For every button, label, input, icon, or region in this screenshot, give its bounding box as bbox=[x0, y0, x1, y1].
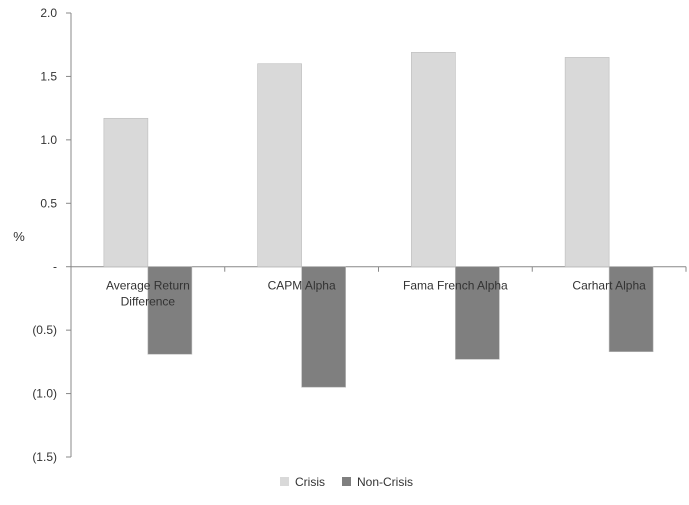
y-tick-label: (1.5) bbox=[32, 450, 57, 464]
y-tick-label: 2.0 bbox=[40, 6, 57, 20]
bar-non-crisis-3 bbox=[608, 266, 654, 353]
bar-crisis-3 bbox=[564, 57, 610, 268]
legend-swatch-non-crisis bbox=[342, 477, 351, 486]
y-tick-label: (1.0) bbox=[32, 387, 57, 401]
x-category-label: CAPM Alpha bbox=[268, 279, 336, 293]
x-category-label: Carhart Alpha bbox=[572, 279, 646, 293]
y-axis-title: % bbox=[13, 229, 25, 244]
legend-swatch-crisis bbox=[280, 477, 289, 486]
bar-non-crisis-1 bbox=[301, 266, 346, 388]
y-tick-label: - bbox=[53, 260, 57, 274]
y-tick-label: (0.5) bbox=[32, 323, 57, 337]
legend-label: Non-Crisis bbox=[357, 475, 413, 489]
legend-label: Crisis bbox=[295, 475, 325, 489]
bar-crisis-1 bbox=[257, 63, 302, 268]
x-category-label: Average Return bbox=[106, 279, 190, 293]
bar-non-crisis-0 bbox=[147, 266, 193, 355]
legend: Crisis Non-Crisis bbox=[280, 475, 413, 489]
bar-non-crisis-2 bbox=[455, 266, 500, 360]
labels-group: Average Return Difference CAPM Alpha Fama F… bbox=[106, 279, 646, 309]
y-tick-label: 1.5 bbox=[40, 69, 57, 83]
x-category-label: Fama French Alpha bbox=[403, 279, 508, 293]
bar-crisis-0 bbox=[103, 117, 149, 268]
x-category-label: Difference bbox=[121, 295, 176, 309]
y-tick-label: 0.5 bbox=[40, 196, 57, 210]
bars-group bbox=[103, 52, 654, 388]
y-tick-label: 1.0 bbox=[40, 133, 57, 147]
bar-crisis-2 bbox=[411, 52, 456, 268]
